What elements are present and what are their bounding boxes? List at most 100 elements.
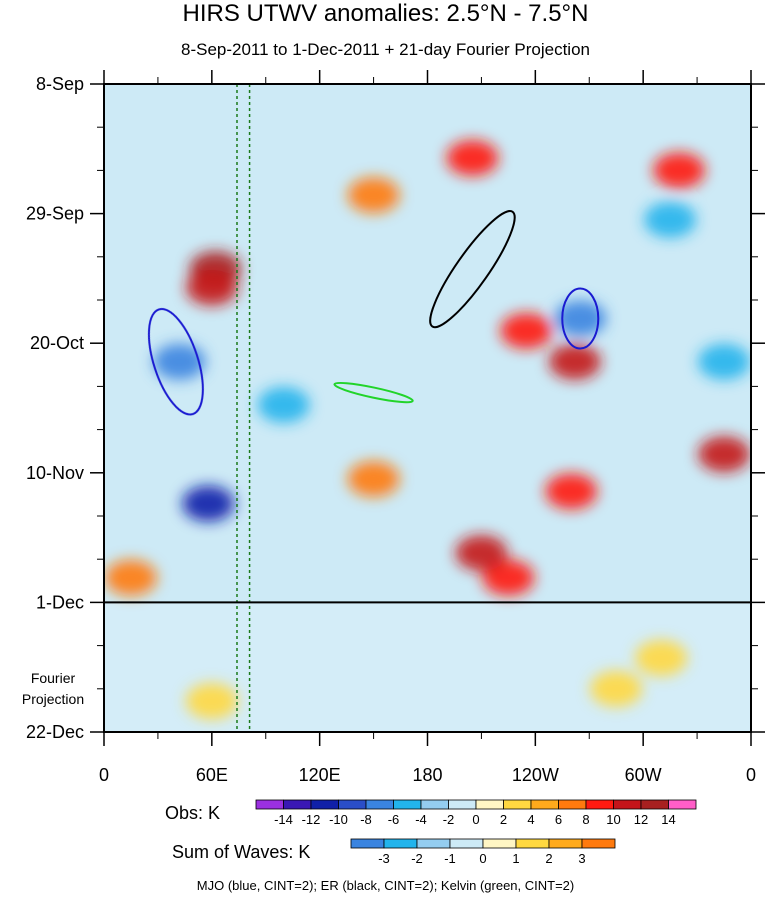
anomaly-feature-18 [698, 436, 751, 473]
obs-colorbar-tick-7: 0 [472, 812, 479, 827]
obs-colorbar-swatch-8 [475, 799, 504, 810]
obs-colorbar-swatch-5 [393, 799, 422, 810]
anomaly-feature-2 [182, 485, 235, 522]
waves-colorbar-label: Sum of Waves: K [172, 842, 311, 862]
x-tick-label-3: 180 [412, 765, 442, 785]
axis-ticks [90, 70, 765, 746]
obs-colorbar-swatch-2 [310, 799, 339, 810]
anomaly-field [104, 140, 751, 732]
anomaly-feature-7 [500, 312, 553, 349]
obs-colorbar-tick-14: 14 [661, 812, 675, 827]
anomaly-feature-4 [185, 683, 238, 720]
anomaly-feature-8 [548, 343, 601, 380]
anomaly-feature-3 [153, 343, 206, 380]
chart-title: HIRS UTWV anomalies: 2.5°N - 7.5°N [182, 0, 589, 27]
obs-colorbar-tick-5: -4 [415, 812, 427, 827]
waves-colorbar-tick-2: -1 [444, 851, 456, 866]
anomaly-feature-10 [482, 559, 535, 596]
anomaly-feature-5 [446, 140, 499, 177]
obs-colorbar-swatch-10 [530, 799, 559, 810]
y-tick-label-5: 22-Dec [26, 722, 84, 742]
obs-colorbar-tick-3: -8 [360, 812, 372, 827]
kelvin-contour-0 [333, 381, 414, 404]
projection-label: Fourier Projection [8, 668, 98, 710]
x-axis-labels: 0 60E 120E 180 120W 60W 0 [99, 765, 756, 785]
y-tick-label-2: 20-Oct [30, 333, 84, 353]
obs-colorbar-tick-10: 6 [555, 812, 562, 827]
waves-colorbar-swatch-1 [383, 838, 418, 849]
obs-colorbar-tick-1: -12 [302, 812, 321, 827]
obs-colorbar-swatch-3 [338, 799, 367, 810]
waves-colorbar-tick-0: -3 [378, 851, 390, 866]
obs-colorbar-swatch-7 [448, 799, 477, 810]
anomaly-feature-19 [635, 639, 688, 676]
waves-colorbar-swatch-7 [581, 838, 616, 849]
mjo-contour-1 [561, 287, 600, 350]
obs-colorbar-swatch-11 [558, 799, 587, 810]
obs-colorbar-swatch-9 [503, 799, 532, 810]
x-tick-label-6: 0 [746, 765, 756, 785]
anomaly-feature-1 [185, 269, 238, 306]
y-axis-labels: 8-Sep 29-Sep 20-Oct 10-Nov 1-Dec 22-Dec [26, 74, 84, 742]
anomaly-feature-11 [455, 535, 508, 572]
obs-colorbar-tick-9: 4 [527, 812, 534, 827]
anomaly-feature-16 [257, 386, 310, 423]
obs-colorbar-tick-6: -2 [443, 812, 455, 827]
projection-label-line1: Fourier [30, 670, 76, 686]
projection-label-line2: Projection [21, 691, 85, 707]
y-tick-label-3: 10-Nov [26, 463, 84, 483]
anomaly-feature-14 [653, 152, 706, 189]
anomaly-feature-9 [545, 473, 598, 510]
obs-colorbar: -14 -12 -10 -8 -6 -4 -2 0 2 4 6 8 10 12 14 [255, 799, 697, 827]
obs-colorbar-tick-8: 2 [500, 812, 507, 827]
x-tick-label-1: 60E [196, 765, 228, 785]
x-tick-label-0: 0 [99, 765, 109, 785]
waves-colorbar-swatch-2 [416, 838, 451, 849]
anomaly-feature-13 [644, 201, 697, 238]
obs-colorbar-swatch-13 [613, 799, 642, 810]
waves-colorbar-tick-3: 0 [479, 851, 486, 866]
waves-colorbar-tick-5: 2 [545, 851, 552, 866]
obs-colorbar-tick-12: 10 [606, 812, 620, 827]
obs-colorbar-swatch-0 [255, 799, 284, 810]
x-tick-label-2: 120E [299, 765, 341, 785]
y-tick-label-0: 8-Sep [36, 74, 84, 94]
waves-colorbar-tick-4: 1 [512, 851, 519, 866]
chart-subtitle: 8-Sep-2011 to 1-Dec-2011 + 21-day Fourie… [180, 40, 590, 59]
obs-colorbar-tick-2: -10 [329, 812, 348, 827]
anomaly-feature-15 [347, 460, 400, 497]
obs-colorbar-swatch-14 [640, 799, 669, 810]
obs-colorbar-tick-13: 12 [634, 812, 648, 827]
obs-colorbar-swatch-15 [668, 799, 697, 810]
obs-colorbar-swatch-1 [283, 799, 312, 810]
waves-colorbar-swatch-4 [482, 838, 517, 849]
mjo-contour-0 [147, 307, 204, 416]
obs-colorbar-swatch-6 [420, 799, 449, 810]
x-tick-label-4: 120W [512, 765, 559, 785]
waves-colorbar-swatch-5 [515, 838, 550, 849]
wave-contours [147, 210, 600, 416]
reference-lines [236, 84, 251, 732]
obs-colorbar-label: Obs: K [165, 803, 221, 823]
obs-colorbar-swatch-4 [365, 799, 394, 810]
anomaly-blobs [104, 140, 751, 720]
anomaly-feature-20 [590, 670, 643, 707]
anomaly-feature-12 [554, 300, 607, 337]
waves-colorbar-swatch-3 [449, 838, 484, 849]
waves-colorbar-tick-6: 3 [578, 851, 585, 866]
waves-colorbar-swatch-6 [548, 838, 583, 849]
contour-credit: MJO (blue, CINT=2); ER (black, CINT=2); … [196, 878, 575, 893]
anomaly-feature-21 [104, 559, 157, 596]
waves-colorbar-tick-1: -2 [411, 851, 423, 866]
x-tick-label-5: 60W [625, 765, 662, 785]
anomaly-feature-17 [698, 343, 751, 380]
waves-colorbar-swatch-0 [350, 838, 385, 849]
waves-colorbar: -3 -2 -1 0 1 2 3 [350, 838, 616, 866]
anomaly-feature-6 [347, 177, 400, 214]
y-tick-label-4: 1-Dec [36, 592, 84, 612]
obs-colorbar-tick-4: -6 [388, 812, 400, 827]
obs-colorbar-tick-0: -14 [274, 812, 293, 827]
obs-colorbar-swatch-12 [585, 799, 614, 810]
obs-colorbar-tick-11: 8 [582, 812, 589, 827]
